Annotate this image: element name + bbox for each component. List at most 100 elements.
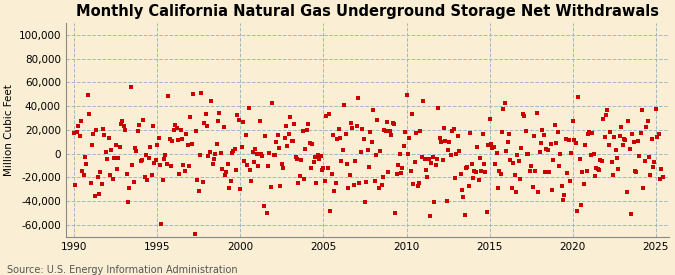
Point [649,160,660,164]
Point [396,171,406,175]
Point [248,160,259,165]
Point [556,184,567,188]
Point [423,157,434,161]
Point [293,181,304,185]
Point [385,129,396,134]
Point [376,183,387,187]
Point [189,232,200,236]
Point [605,130,616,134]
Point [171,126,182,130]
Point [265,185,276,189]
Point [539,169,550,174]
Point [325,209,335,213]
Point [282,144,293,148]
Point [134,122,144,127]
Point [347,125,358,130]
Point [123,200,134,204]
Point [595,158,606,163]
Point [95,170,106,174]
Point [232,113,243,117]
Point [346,120,356,125]
Point [306,166,317,170]
Point [592,167,603,171]
Point [209,157,219,161]
Point [159,157,169,161]
Point [211,142,222,146]
Point [329,189,340,193]
Point [570,141,581,145]
Point [632,139,643,144]
Point [119,124,130,128]
Point [97,182,107,186]
Point [448,127,459,131]
Point [122,172,132,176]
Point [103,136,114,141]
Point [624,146,635,151]
Point [140,153,151,157]
Point [531,111,542,116]
Point [317,167,327,172]
Point [427,155,438,159]
Point [86,142,97,147]
Point [198,180,209,185]
Point [369,178,380,183]
Point [290,155,301,160]
Point [168,128,179,132]
Point [315,154,326,158]
Point [373,185,384,190]
Point [76,119,86,123]
Point [142,178,153,182]
Point [343,186,354,191]
Point [491,151,502,155]
Point [355,149,366,154]
Point [547,188,558,192]
Point [221,169,232,174]
Point [405,168,416,173]
Point [92,175,103,179]
Point [473,178,484,183]
Point [308,160,319,164]
Point [81,162,92,166]
Point [541,147,552,151]
Point [339,103,350,107]
Point [637,108,647,113]
Point [176,128,186,132]
Point [190,129,201,134]
Point [587,130,597,135]
Point [450,176,460,180]
Point [535,141,546,145]
Point [178,163,189,167]
Point [647,137,657,141]
Point [354,181,364,185]
Point [490,161,501,166]
Point [452,134,463,139]
Point [111,167,122,172]
Point [460,166,471,170]
Point [318,166,329,170]
Point [538,133,549,138]
Point [156,222,167,226]
Point [483,143,493,147]
Point [285,115,296,119]
Point [510,190,521,194]
Point [440,139,451,143]
Point [169,123,180,127]
Point [88,131,99,136]
Point [390,211,401,216]
Point [447,128,458,133]
Point [400,130,410,134]
Point [117,119,128,123]
Point [462,165,473,170]
Point [651,107,661,111]
Point [555,152,566,156]
Point [243,106,254,110]
Point [502,139,513,144]
Point [558,197,568,202]
Point [225,178,236,183]
Point [456,188,467,192]
Point [383,170,394,174]
Point [437,157,448,162]
Point [631,169,642,174]
Point [199,120,210,125]
Point [174,171,185,176]
